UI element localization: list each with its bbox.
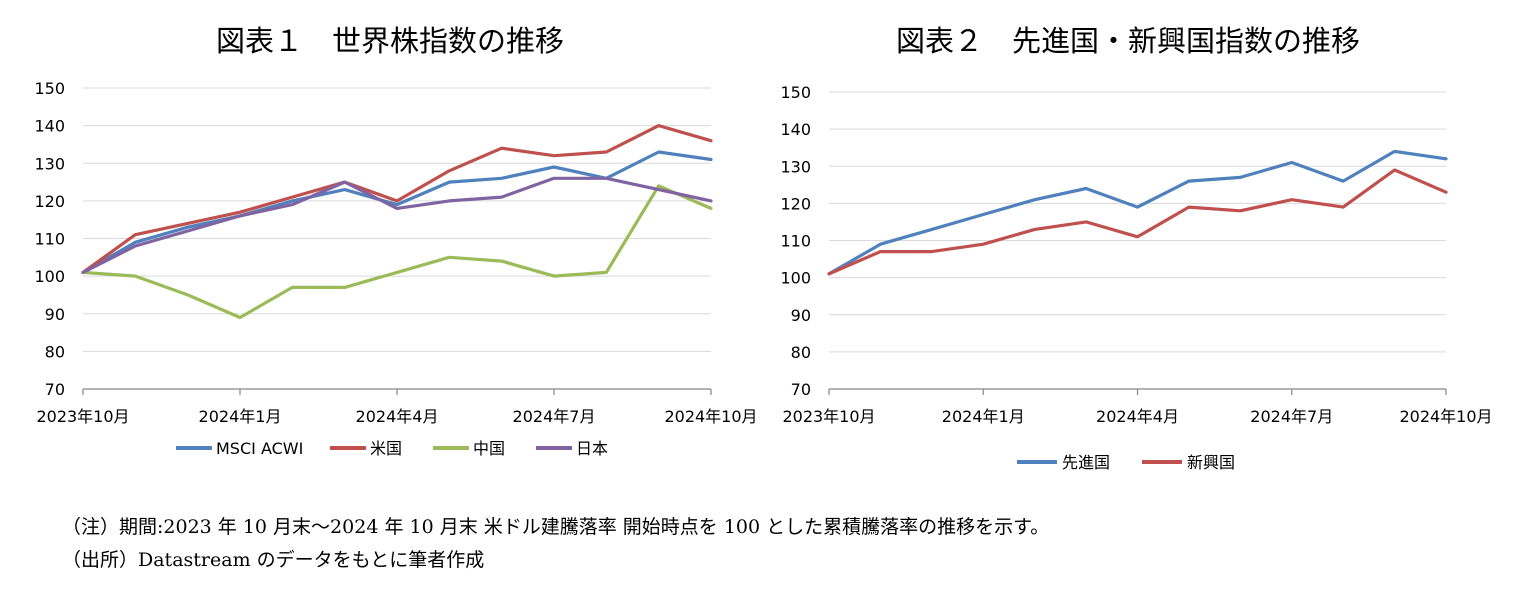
- x-tick-label: 2024年1月: [199, 407, 282, 426]
- developed-emerging-chart: 図表２ 先進国・新興国指数の推移 150 140 130 120 110 100 90 80 70…: [780, 24, 1492, 472]
- x-tick-label: 2023年10月: [782, 407, 875, 426]
- y-tick-label: 120: [34, 192, 65, 211]
- legend-label: 米国: [370, 439, 402, 458]
- y-tick-label: 110: [780, 232, 811, 251]
- legend-label: MSCI ACWI: [216, 439, 303, 458]
- y-tick-label: 130: [780, 157, 811, 176]
- y-tick-label: 120: [780, 194, 811, 213]
- x-tick-label: 2024年10月: [664, 407, 757, 426]
- series-line-1: [827, 149, 1448, 276]
- legend-label: 日本: [576, 439, 608, 458]
- x-tick-label: 2024年10月: [1399, 407, 1492, 426]
- footnote-period: （注）期間:2023 年 10 月末～2024 年 10 月末 米ドル建騰落率 …: [62, 516, 1050, 538]
- series-line-4: [81, 176, 713, 274]
- y-tick-label: 100: [780, 269, 811, 288]
- y-tick-label: 90: [791, 306, 811, 325]
- legend-label: 新興国: [1187, 453, 1235, 472]
- y-tick-label: 140: [34, 117, 65, 136]
- x-tick-label: 2023年10月: [36, 407, 129, 426]
- series-line-3: [81, 184, 713, 320]
- y-tick-label: 70: [45, 380, 65, 399]
- charts-canvas: 図表１ 世界株指数の推移 150 140 130 120 110 100 90 80 70 2023…: [34, 24, 1492, 472]
- world-index-chart: 図表１ 世界株指数の推移 150 140 130 120 110 100 90 80 70 2023…: [34, 24, 757, 458]
- series-line-2: [827, 168, 1448, 276]
- y-tick-label: 140: [780, 120, 811, 139]
- chart-title: 図表１ 世界株指数の推移: [216, 24, 564, 58]
- y-tick-label: 70: [791, 380, 811, 399]
- series-line-2: [81, 123, 713, 274]
- y-tick-label: 80: [45, 342, 65, 361]
- chart-title: 図表２ 先進国・新興国指数の推移: [896, 24, 1360, 58]
- x-tick-label: 2024年4月: [1096, 407, 1179, 426]
- x-tick-label: 2024年7月: [513, 407, 596, 426]
- y-tick-label: 110: [34, 230, 65, 249]
- footnote-source: （出所）Datastream のデータをもとに筆者作成: [62, 549, 485, 571]
- y-tick-label: 150: [780, 83, 811, 102]
- y-tick-label: 150: [34, 79, 65, 98]
- y-tick-label: 90: [45, 305, 65, 324]
- y-tick-label: 100: [34, 267, 65, 286]
- y-tick-label: 80: [791, 343, 811, 362]
- legend-label: 先進国: [1062, 453, 1110, 472]
- x-tick-label: 2024年4月: [356, 407, 439, 426]
- x-tick-label: 2024年1月: [942, 407, 1025, 426]
- x-tick-label: 2024年7月: [1250, 407, 1333, 426]
- legend-label: 中国: [473, 439, 505, 458]
- y-tick-label: 130: [34, 154, 65, 173]
